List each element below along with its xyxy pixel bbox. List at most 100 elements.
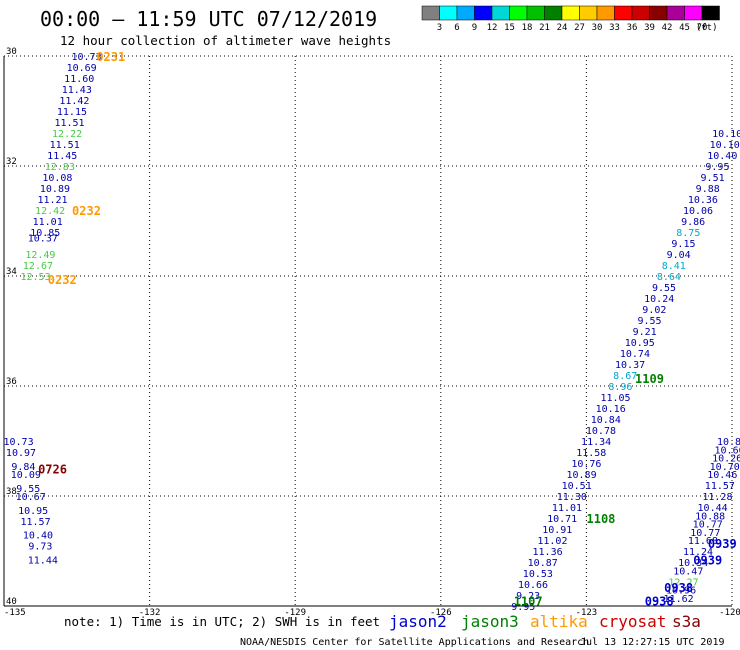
swh-value: 11.42 <box>59 96 89 107</box>
satellite-name: altika <box>530 612 588 631</box>
lon-tick-label: -135 <box>4 608 26 618</box>
swh-value: 10.37 <box>615 360 645 371</box>
swh-value: 10.51 <box>562 481 592 492</box>
satellite-name: cryosat <box>599 612 666 631</box>
swh-value: 10.89 <box>40 184 70 195</box>
legend-swatch <box>509 5 528 21</box>
lat-lon-grid <box>3 55 733 607</box>
legend-swatch <box>701 5 720 21</box>
lon-tick-label: -123 <box>576 608 598 618</box>
pass-time-label: 1107 <box>514 595 543 609</box>
page-title: 00:00 – 11:59 UTC 07/12/2019 <box>40 7 377 31</box>
legend-swatch <box>439 5 458 21</box>
satellite-name: s3a <box>672 612 701 631</box>
legend-swatch <box>474 5 493 21</box>
swh-value: 12.22 <box>52 129 82 140</box>
swh-value: 10.06 <box>683 206 713 217</box>
swh-value: 10.77 <box>693 520 723 531</box>
swh-value: 8.64 <box>657 272 681 283</box>
swh-value: 10.66 <box>518 580 548 591</box>
lat-tick-label: 34 <box>6 267 17 277</box>
footer-timestamp: Jul 13 12:27:15 UTC 2019 <box>580 637 725 648</box>
legend-swatch <box>579 5 598 21</box>
swh-value: 10.09 <box>11 470 41 481</box>
legend-swatch <box>561 5 580 21</box>
swh-value: 10.10 <box>710 140 740 151</box>
footer-note: note: 1) Time is in UTC; 2) SWH is in fe… <box>64 614 380 629</box>
lat-tick-label: 36 <box>6 377 17 387</box>
swh-value: 10.26 <box>712 454 740 465</box>
legend-label: 6 <box>454 23 459 33</box>
legend-label: 30 <box>592 23 603 33</box>
lon-tick-label: -126 <box>430 608 452 618</box>
swh-value: 10.70 <box>710 462 740 473</box>
lon-tick-label: -132 <box>139 608 161 618</box>
legend-swatch <box>526 5 545 21</box>
swh-value: 10.37 <box>28 234 58 245</box>
pass-time-label: 0726 <box>38 463 67 477</box>
swh-value: 10.73 <box>4 437 34 448</box>
swh-value: 10.34 <box>678 558 708 569</box>
legend-label: 27 <box>574 23 585 33</box>
pass-time-label: 0231 <box>96 50 125 64</box>
swh-value: 11.51 <box>54 118 84 129</box>
swh-value: 11.57 <box>705 481 735 492</box>
swh-value: 10.89 <box>566 470 596 481</box>
swh-value: 11.62 <box>664 594 694 605</box>
swh-value: 11.02 <box>537 536 567 547</box>
swh-value: 10.73 <box>71 52 101 63</box>
swh-value: 10.85 <box>30 228 60 239</box>
legend-label: 70 <box>697 23 708 33</box>
pass-time-label: 0939 <box>708 537 737 551</box>
swh-value: 10.44 <box>698 503 728 514</box>
swh-value: 8.75 <box>676 228 700 239</box>
satellite-name: jason2 <box>389 612 447 631</box>
swh-value: 11.30 <box>557 492 587 503</box>
swh-value: 11.51 <box>50 140 80 151</box>
swh-value: 10.47 <box>673 566 703 577</box>
legend-swatch <box>596 5 615 21</box>
swh-value: 9.23 <box>516 591 540 602</box>
swh-value: 10.95 <box>625 338 655 349</box>
legend-swatch <box>684 5 703 21</box>
swh-value: 11.15 <box>57 107 87 118</box>
swh-value: 9.55 <box>637 316 661 327</box>
swh-value: 11.68 <box>688 536 718 547</box>
pass-time-label: 1109 <box>635 372 664 386</box>
swh-value: 11.58 <box>576 448 606 459</box>
swh-value: 9.84 <box>11 462 35 473</box>
swh-value: 12.83 <box>45 162 75 173</box>
lon-tick-label: -120 <box>719 608 740 618</box>
wave-height-labels: 10.7310.6911.6011.4311.4211.1511.5112.22… <box>4 52 740 613</box>
legend-label: 12 <box>487 23 498 33</box>
lon-tick-label: -129 <box>284 608 306 618</box>
swh-value: 11.21 <box>37 195 67 206</box>
swh-value: 10.80 <box>717 437 740 448</box>
legend-swatch <box>421 5 440 21</box>
legend-swatch <box>456 5 475 21</box>
swh-value: 11.34 <box>581 437 611 448</box>
legend-swatch <box>649 5 668 21</box>
swh-value: 11.24 <box>683 547 713 558</box>
pass-time-label: 0939 <box>693 553 722 567</box>
swh-value: 9.51 <box>701 173 725 184</box>
swh-value: 12.67 <box>23 261 53 272</box>
swh-value: 9.86 <box>681 217 705 228</box>
legend-unit: (ft) <box>696 23 718 33</box>
legend-label: 3 <box>437 23 442 33</box>
legend-label: 15 <box>504 23 515 33</box>
swh-value: 10.78 <box>586 426 616 437</box>
legend-label: 45 <box>679 23 690 33</box>
legend-swatch <box>491 5 510 21</box>
swh-value: 10.53 <box>523 569 553 580</box>
page-subtitle: 12 hour collection of altimeter wave hei… <box>60 33 391 48</box>
legend-label: 21 <box>539 23 550 33</box>
swh-value: 11.01 <box>552 503 582 514</box>
swh-value: 10.16 <box>596 404 626 415</box>
swh-value: 9.73 <box>28 542 52 553</box>
legend-swatch <box>631 5 650 21</box>
swh-value: 11.44 <box>28 555 58 566</box>
axis-tick-labels: -135 -132 -129 -126 -123 -120 30 32 34 36 38 40 <box>4 47 740 618</box>
pass-time-label: 1108 <box>587 512 616 526</box>
swh-value: 11.57 <box>20 517 50 528</box>
